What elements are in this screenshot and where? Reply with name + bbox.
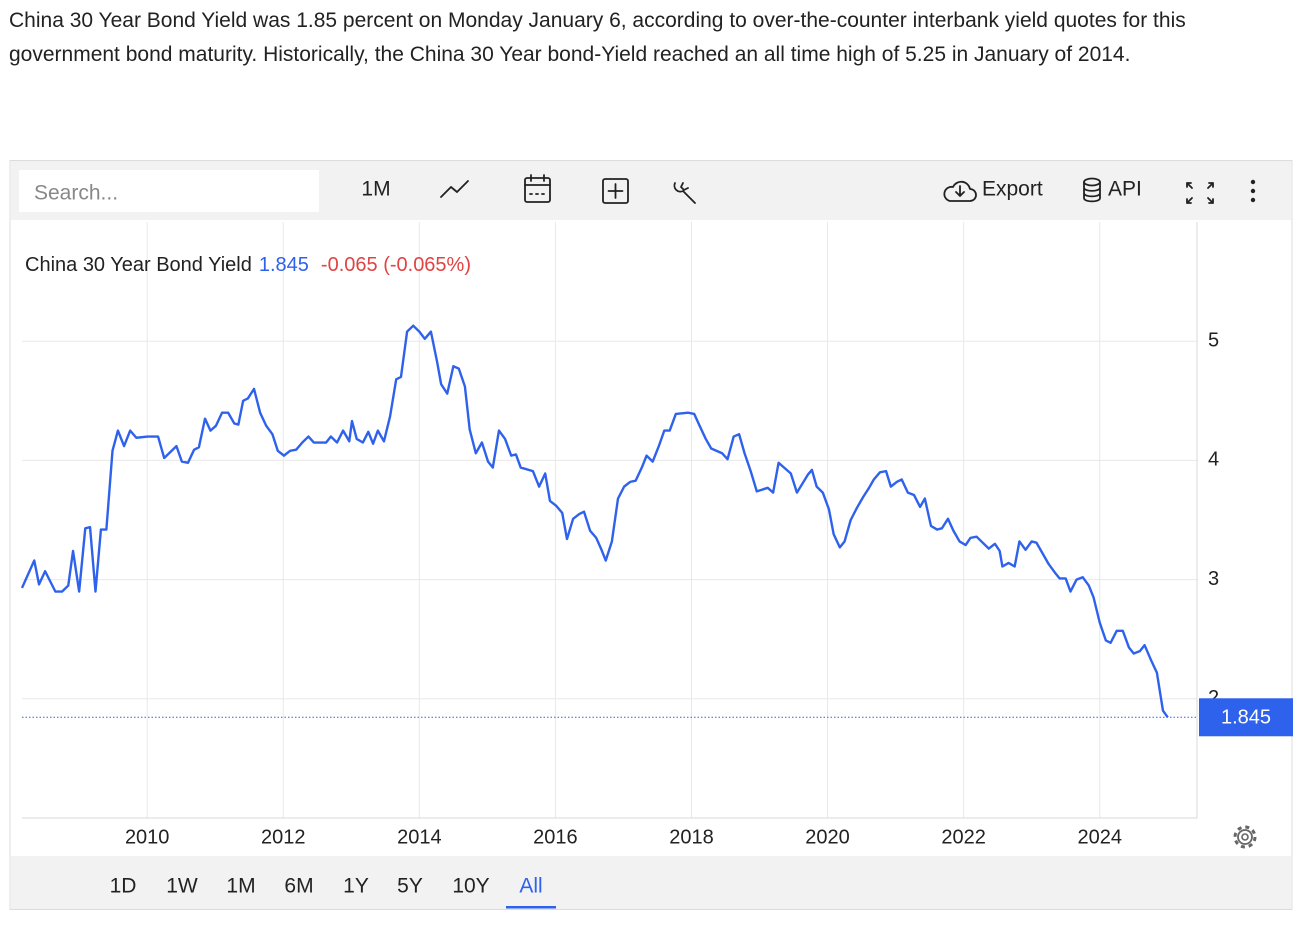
x-tick-label: 2024 (1077, 826, 1122, 848)
range-button[interactable]: 6M (284, 875, 313, 898)
calendar-icon[interactable] (524, 174, 551, 203)
range-button[interactable]: 1W (166, 875, 198, 898)
export-button[interactable] (943, 180, 977, 202)
api-icon[interactable] (1083, 177, 1101, 203)
series-name: China 30 Year Bond Yield (25, 254, 252, 276)
export-label[interactable]: Export (982, 178, 1043, 201)
search-placeholder: Search... (34, 182, 118, 205)
settings-wrench-icon[interactable] (673, 182, 696, 204)
y-tick-label: 5 (1208, 329, 1219, 351)
change: -0.065 (-0.065%) (321, 254, 471, 276)
last-value-box (1199, 698, 1293, 737)
x-tick-label: 2014 (397, 826, 442, 848)
range-button[interactable]: 10Y (452, 875, 489, 898)
widget-frame (9, 160, 1293, 910)
chart-type-icon[interactable] (440, 180, 469, 198)
description: China 30 Year Bond Yield was 1.85 percen… (9, 9, 1186, 66)
range-button[interactable]: 1Y (343, 875, 369, 898)
range-button[interactable]: 5Y (397, 875, 423, 898)
x-tick-label: 2010 (125, 826, 170, 848)
range-button[interactable]: All (519, 875, 542, 898)
line-series (20, 324, 1169, 718)
range-button[interactable]: 1M (226, 875, 255, 898)
fullscreen-icon[interactable] (1186, 182, 1214, 204)
x-tick-label: 2020 (805, 826, 850, 848)
y-tick-label: 2 (1208, 687, 1219, 709)
range-button[interactable]: 1D (110, 875, 137, 898)
legend-header: China 30 Year Bond Yield 1.845 -0.065 (-0.… (25, 254, 471, 276)
search-box[interactable] (19, 170, 319, 212)
last-value: 1.845 (259, 254, 309, 276)
more-menu-icon[interactable] (1250, 179, 1256, 203)
range-bar (11, 856, 1291, 909)
last-value-label: 1.845 (1221, 707, 1271, 729)
x-tick-label: 2012 (261, 826, 306, 848)
x-tick-label: 2016 (533, 826, 578, 848)
add-indicator-icon[interactable] (602, 178, 629, 204)
x-tick-label: 2022 (941, 826, 986, 848)
api-label[interactable]: API (1108, 178, 1142, 201)
y-tick-label: 3 (1208, 568, 1219, 590)
y-tick-label: 4 (1208, 449, 1219, 471)
x-tick-label: 2018 (669, 826, 714, 848)
interval-button[interactable]: 1M (361, 178, 390, 201)
gear-icon[interactable] (1233, 825, 1257, 849)
range-underline (506, 906, 556, 909)
